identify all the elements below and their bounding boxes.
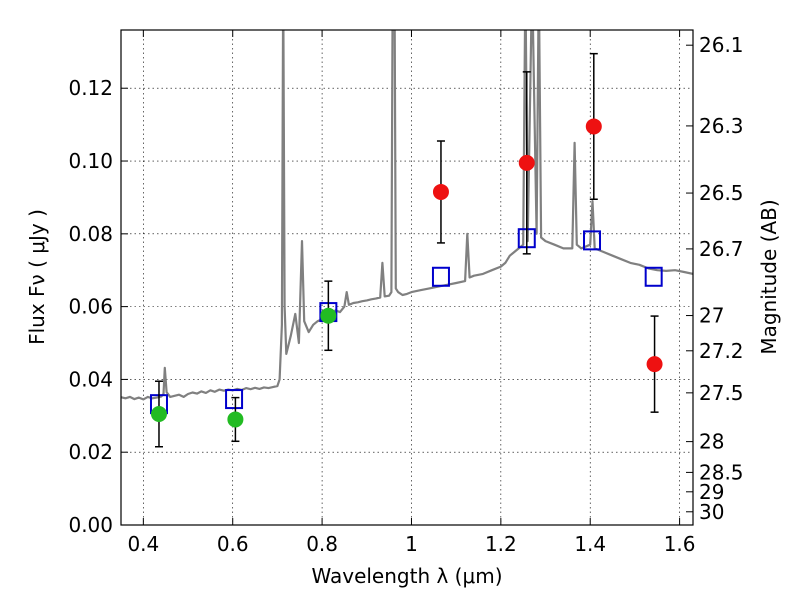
data-point bbox=[432, 183, 449, 200]
model-point-square bbox=[583, 230, 602, 251]
model-point-square bbox=[225, 389, 244, 410]
x-tick-label: 1.6 bbox=[664, 532, 696, 556]
y-axis-label: Flux Fν ( μJy ) bbox=[25, 209, 49, 345]
y-tick-label: 0.12 bbox=[68, 76, 113, 100]
x-axis-label: Wavelength λ (μm) bbox=[311, 564, 502, 588]
grid-lines bbox=[121, 30, 693, 525]
y2-tick-label: 28.5 bbox=[699, 460, 744, 484]
y-tick-label: 0.04 bbox=[68, 367, 113, 391]
x-tick-label: 1 bbox=[405, 532, 418, 556]
y2-tick-label: 27.5 bbox=[699, 381, 744, 405]
y-tick-label: 0.06 bbox=[68, 295, 113, 319]
y2-axis-label: Magnitude (AB) bbox=[757, 199, 781, 354]
y-tick-label: 0.00 bbox=[68, 513, 113, 537]
data-point bbox=[646, 356, 663, 373]
y2-tick-label: 27.2 bbox=[699, 339, 744, 363]
y2-tick-label: 28 bbox=[699, 430, 724, 454]
y2-tick-label: 30 bbox=[699, 500, 724, 524]
data-point bbox=[227, 411, 244, 428]
x-tick-label: 1.2 bbox=[485, 532, 517, 556]
data-point bbox=[585, 118, 602, 135]
x-tick-label: 0.4 bbox=[127, 532, 159, 556]
model-point-square bbox=[431, 266, 450, 287]
spectrum-line bbox=[121, 30, 693, 401]
model-point-square bbox=[644, 266, 663, 287]
y2-tick-label: 29 bbox=[699, 480, 724, 504]
y2-tick-label: 26.1 bbox=[699, 33, 744, 57]
y-tick-label: 0.10 bbox=[68, 149, 113, 173]
x-tick-label: 0.8 bbox=[306, 532, 338, 556]
y-tick-label: 0.02 bbox=[68, 440, 113, 464]
data-point bbox=[518, 154, 535, 171]
plot-area bbox=[121, 30, 693, 448]
data-point bbox=[320, 307, 337, 324]
y2-tick-label: 27 bbox=[699, 304, 724, 328]
y-tick-label: 0.08 bbox=[68, 222, 113, 246]
plot-frame bbox=[120, 29, 694, 526]
x-tick-label: 1.4 bbox=[574, 532, 606, 556]
y2-tick-label: 26.3 bbox=[699, 114, 744, 138]
x-tick-label: 0.6 bbox=[217, 532, 249, 556]
axes: 0.4 0.6 0.8 1 1.2 1.4 1.6 0.00 0.02 0.04 0.06 0.08 0… bbox=[68, 30, 744, 556]
data-point bbox=[150, 405, 167, 422]
y2-tick-label: 26.7 bbox=[699, 237, 744, 261]
y2-tick-label: 26.5 bbox=[699, 181, 744, 205]
